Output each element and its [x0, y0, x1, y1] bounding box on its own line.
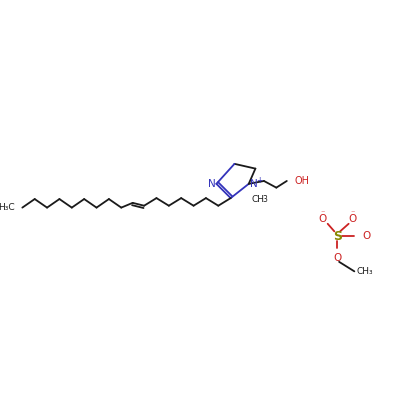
Text: CH₃: CH₃ [356, 267, 373, 276]
Text: H₃C: H₃C [0, 203, 15, 212]
Text: S: S [333, 230, 342, 243]
Text: O: O [348, 214, 356, 224]
Text: ⁻: ⁻ [350, 208, 355, 217]
Text: O: O [333, 253, 341, 263]
Text: +: + [256, 176, 262, 184]
Text: O: O [362, 231, 370, 241]
Text: N: N [208, 179, 216, 189]
Text: O: O [319, 214, 327, 224]
Text: N: N [250, 179, 257, 189]
Text: CH: CH [252, 195, 264, 204]
Text: OH: OH [294, 176, 310, 186]
Text: 3: 3 [262, 195, 267, 204]
Text: ⁻: ⁻ [321, 208, 325, 217]
